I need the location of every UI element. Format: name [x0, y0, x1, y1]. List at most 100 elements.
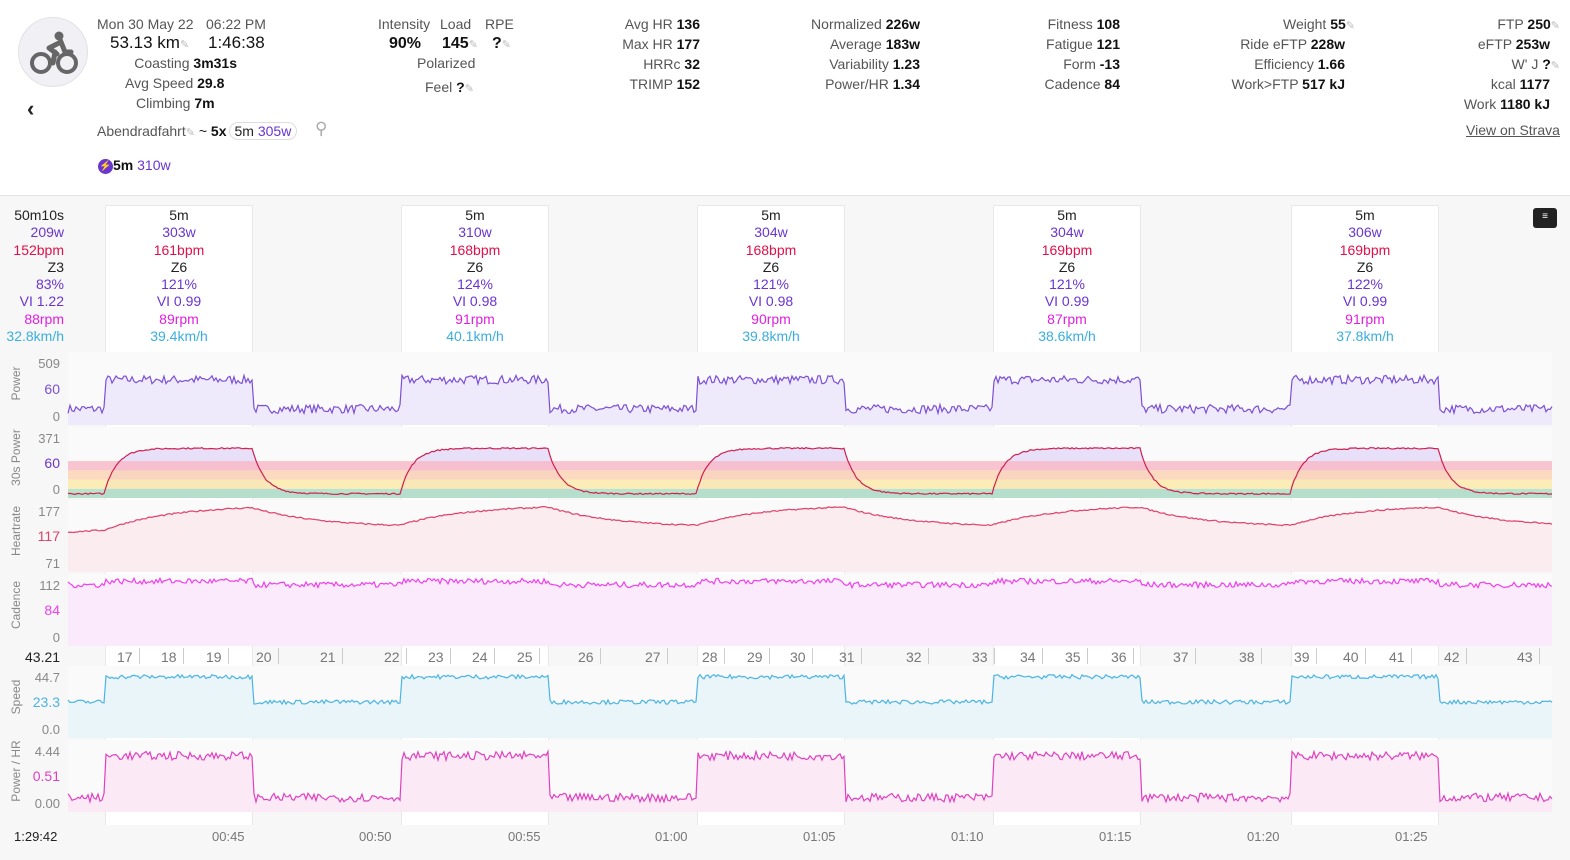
- interval-zone: Z6: [1356, 258, 1374, 275]
- interval-speed: 39.4km/h: [150, 328, 208, 345]
- interval-vi: VI 0.98: [452, 293, 498, 310]
- interval-hr: 169bpm: [1041, 241, 1093, 258]
- edit-icon[interactable]: ✎: [185, 127, 195, 139]
- interval-power: 306w: [1348, 224, 1382, 241]
- interval-cad: 90rpm: [751, 310, 791, 327]
- distance-tick-mark: [812, 648, 813, 664]
- value: 253w: [1515, 36, 1550, 52]
- label: Work>FTP: [1231, 76, 1299, 92]
- edit-icon[interactable]: ✎: [1345, 20, 1355, 32]
- value: 108: [1096, 16, 1120, 32]
- label: Ride eFTP: [1240, 36, 1307, 52]
- activity-name[interactable]: Abendradfahrt✎ ~ 5x 5m 305w: [97, 121, 298, 143]
- edit-icon[interactable]: ✎: [468, 39, 478, 51]
- cadence-max-tick: 112: [39, 578, 60, 593]
- interval-summary[interactable]: 5m 303w 161bpm Z6 121% VI 0.99 89rpm 39.4km/h: [105, 207, 253, 345]
- time-tick: 01:10: [951, 829, 984, 844]
- distance-tick: 21: [320, 649, 336, 665]
- value: 177: [676, 36, 700, 52]
- time-tick: 00:55: [508, 829, 541, 844]
- vi: VI 1.22: [19, 293, 64, 310]
- interval-power: 303w: [162, 224, 196, 241]
- interval-zone: Z6: [466, 258, 484, 275]
- label: Max HR: [622, 36, 673, 52]
- dur: 5m: [113, 157, 134, 173]
- interval-summary[interactable]: 5m 306w 169bpm Z6 122% VI 0.99 91rpm 37.8km/h: [1291, 207, 1439, 345]
- average-stat: Average 183w: [830, 34, 920, 54]
- speed-area: [68, 674, 1552, 738]
- time-tick: 01:05: [803, 829, 836, 844]
- interval-power: 304w: [1050, 224, 1084, 241]
- cadence-min-tick: 0: [52, 630, 60, 645]
- power: 305w: [257, 123, 292, 139]
- efficiency-stat: Efficiency 1.66: [1254, 54, 1345, 74]
- comments-icon[interactable]: ≡: [1533, 208, 1557, 228]
- distance-tick-mark: [183, 648, 184, 664]
- edit-icon[interactable]: ✎: [1550, 20, 1560, 32]
- rpe[interactable]: ?✎: [492, 34, 511, 55]
- value: 1180 kJ: [1500, 96, 1550, 112]
- value: 1.34: [892, 76, 920, 92]
- interval-pct: 121%: [161, 276, 197, 293]
- edit-icon[interactable]: ✎: [1550, 60, 1560, 72]
- lightning-icon: ⚡: [98, 159, 113, 174]
- power-hr-avg-tick: 0.51: [32, 768, 60, 784]
- work-ftp-stat: Work>FTP 517 kJ: [1232, 74, 1346, 94]
- distance-tick-mark: [406, 648, 407, 664]
- distance-tick: 31: [839, 649, 855, 665]
- label: Power/HR: [825, 76, 889, 92]
- interval-speed: 39.8km/h: [742, 328, 800, 345]
- distance-tick: 22: [384, 649, 400, 665]
- search-icon[interactable]: ⚲: [315, 119, 328, 138]
- interval-summary[interactable]: 5m 304w 169bpm Z6 121% VI 0.99 87rpm 38.6km/h: [993, 207, 1141, 345]
- distance-tick-mark: [1133, 648, 1134, 664]
- distance-tick: 32: [906, 649, 922, 665]
- work-stat: Work 1180 kJ: [1464, 94, 1550, 114]
- distance-tick-mark: [139, 648, 140, 664]
- feel[interactable]: Feel ?✎: [425, 77, 474, 99]
- distance-tick: 19: [206, 649, 222, 665]
- interval-chip[interactable]: 5m 305w: [228, 122, 298, 140]
- power-hr-line: [67, 749, 1553, 805]
- value: 1.66: [1317, 56, 1345, 72]
- load[interactable]: 145✎: [442, 34, 478, 55]
- power-max-tick: 509: [38, 356, 60, 371]
- interval-summary[interactable]: 5m 304w 168bpm Z6 121% VI 0.98 90rpm 39.8km/h: [697, 207, 845, 345]
- edit-icon[interactable]: ✎: [464, 83, 474, 95]
- distance-tick: 34: [1020, 649, 1036, 665]
- distance-tick-mark: [450, 648, 451, 664]
- label: Avg Speed: [125, 75, 194, 91]
- rpe-value: ?: [492, 35, 502, 52]
- value: 228w: [1310, 36, 1345, 52]
- interval-vi: VI 0.99: [156, 293, 202, 310]
- label: Coasting: [134, 55, 190, 71]
- interval-summary[interactable]: 5m 310w 168bpm Z6 124% VI 0.98 91rpm 40.1km/h: [401, 207, 549, 345]
- cadence-area: [68, 578, 1552, 646]
- whole-activity-summary: 50m10s 209w 152bpm Z3 83% VI 1.22 88rpm …: [0, 207, 64, 345]
- speed-max-tick: 44.7: [34, 670, 60, 685]
- distance-tick-mark: [1195, 648, 1196, 664]
- value: 55: [1330, 16, 1346, 32]
- label: kcal: [1490, 76, 1516, 92]
- label: eFTP: [1477, 36, 1512, 52]
- 30s-power-avg-tick: 60: [44, 454, 60, 471]
- distance-tick: 36: [1111, 649, 1127, 665]
- back-button[interactable]: ‹: [27, 96, 35, 121]
- value: 32: [684, 56, 700, 72]
- distance[interactable]: 53.13 km✎: [110, 33, 189, 55]
- cadence-line: [67, 576, 1553, 590]
- interval-vi: VI 0.99: [1044, 293, 1090, 310]
- distance-tick: 29: [747, 649, 763, 665]
- activity-time: 06:22 PM: [206, 16, 266, 32]
- ride-eftp-stat: Ride eFTP 228w: [1240, 34, 1345, 54]
- interval-hr: 168bpm: [449, 241, 501, 258]
- tilde: ~: [198, 123, 208, 139]
- label: Weight: [1282, 16, 1327, 32]
- edit-icon[interactable]: ✎: [501, 39, 511, 51]
- edit-icon[interactable]: ✎: [179, 39, 190, 51]
- interval-cad: 89rpm: [159, 310, 199, 327]
- view-on-strava-link[interactable]: View on Strava: [1466, 122, 1560, 138]
- value: 517 kJ: [1302, 76, 1345, 92]
- distance-tick: 33: [972, 649, 988, 665]
